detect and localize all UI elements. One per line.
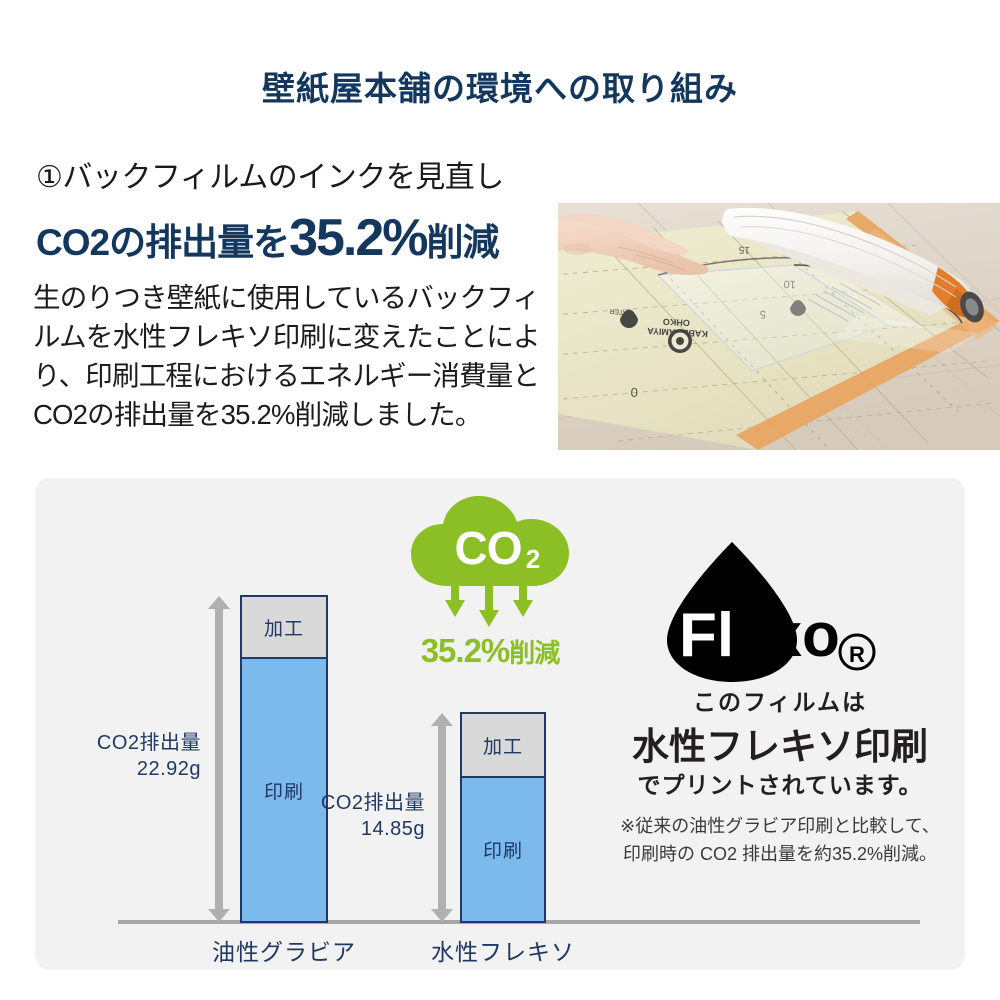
flexo-logo-text-light: Fl [679, 601, 734, 670]
flexo-note-line2: 印刷時の CO2 排出量を約35.2%削減。 [622, 843, 938, 864]
arrow-head-up-icon [208, 596, 230, 609]
flexo-line2: 水性フレキソ印刷 [632, 726, 928, 767]
headline-value: 35.2% [289, 209, 428, 267]
wallpaper-film-photo: WATER OHKO KABEGAMIYA 0 5 10 15 [558, 203, 1000, 450]
svg-text:OHKO: OHKO [663, 317, 690, 328]
comparison-panel: 加工 印刷 CO2排出量 22.92g 油性グラビア 加工 印刷 CO2排出量 … [35, 478, 965, 970]
bar-oil-gravure: 加工 印刷 [240, 595, 328, 923]
bar-water-flexo: 加工 印刷 [460, 712, 546, 923]
bar2-category-label: 水性フレキソ [431, 939, 575, 965]
co2-bar-chart: 加工 印刷 CO2排出量 22.92g 油性グラビア 加工 印刷 CO2排出量 … [35, 478, 920, 970]
flexo-note-line1: ※従来の油性グラビア印刷と比較して、 [620, 816, 940, 836]
svg-text:2: 2 [526, 544, 540, 574]
bar1-segment-printing: 印刷 [242, 657, 326, 921]
svg-text:R: R [849, 642, 865, 667]
page-title: 壁紙屋本舗の環境への取り組み [262, 70, 738, 107]
bar1-total-label-line1: CO2排出量 [96, 732, 201, 754]
intro-lead: ①バックフィルムのインクを見直し [36, 161, 504, 194]
headline-suffix: 削減 [426, 222, 500, 263]
flexo-line3: でプリントされています。 [637, 772, 923, 798]
bar2-total-label-line1: CO2排出量 [320, 792, 425, 814]
co2-reduction-value: 35.2% [420, 632, 511, 669]
arrow-shaft [215, 607, 223, 911]
bar2-total-label-line2: 14.85g [360, 818, 425, 840]
photo-illustration: WATER OHKO KABEGAMIYA 0 5 10 15 [558, 203, 1000, 450]
svg-text:15: 15 [738, 244, 750, 255]
arrow-head-up-icon [431, 713, 453, 726]
bar2-measure-arrow [431, 713, 453, 922]
arrow-shaft [438, 724, 446, 911]
co2-cloud-icon: CO 2 [411, 496, 569, 627]
co2-reduction-badge: CO 2 35.2%削減 [375, 490, 605, 670]
svg-text:WATER: WATER [609, 307, 634, 316]
bar2-segment-processing: 加工 [462, 714, 544, 776]
svg-text:CO: CO [455, 522, 522, 574]
bar1-total-label: CO2排出量 22.92g [75, 730, 201, 782]
bar2-segment-printing: 印刷 [462, 776, 544, 921]
flexo-block: Fl exo R このフィルムは 水性フレキソ印刷 でプリントされています。 ※… [595, 478, 965, 970]
flexo-note: ※従来の油性グラビア印刷と比較して、 印刷時の CO2 排出量を約35.2%削減… [595, 813, 965, 869]
intro-body: 生のりつき壁紙に使用しているバックフィルムを水性フレキソ印刷に変えたことにより、… [33, 282, 541, 431]
intro-headline: CO2の排出量を35.2%削減 [36, 208, 556, 268]
arrow-head-down-icon [431, 909, 453, 922]
bar1-segment-processing: 加工 [242, 597, 326, 657]
flexo-logo-text-dark: exo [733, 601, 840, 670]
flexo-logo-icon: Fl exo R [667, 542, 876, 682]
bar1-category-label: 油性グラビア [212, 939, 356, 965]
bar2-total-label: CO2排出量 14.85g [299, 790, 425, 842]
bar1-total-label-line2: 22.92g [136, 758, 201, 780]
svg-text:0: 0 [630, 385, 638, 400]
flexo-line1: このフィルムは [692, 689, 868, 715]
co2-reduction-unit: 削減 [509, 638, 560, 668]
arrow-head-down-icon [208, 909, 230, 922]
bar1-measure-arrow [208, 596, 230, 922]
headline-prefix: CO2の排出量を [36, 222, 290, 263]
co2-reduction-text: 35.2%削減 [375, 632, 605, 670]
